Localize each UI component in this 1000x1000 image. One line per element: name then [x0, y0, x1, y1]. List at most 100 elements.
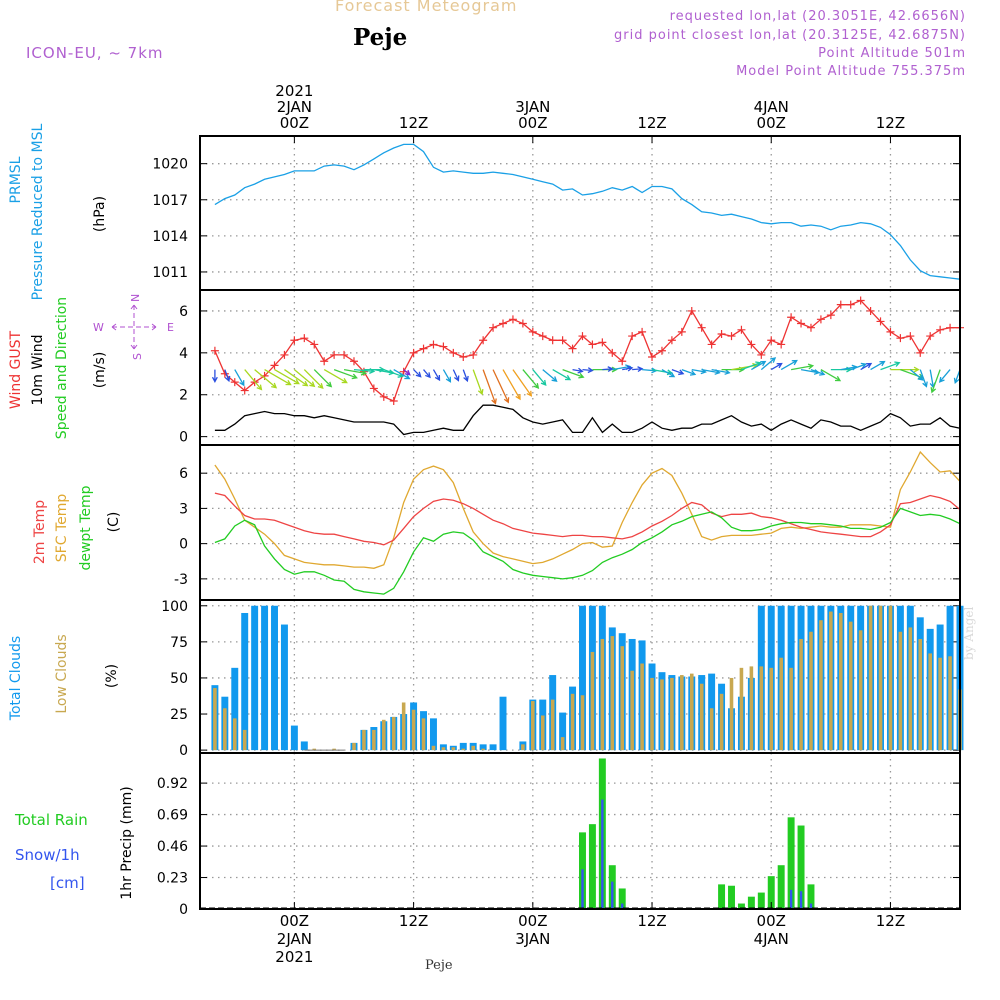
wind-direction-arrow [512, 369, 533, 397]
total-cloud-bar [251, 605, 259, 751]
wind-gust-marker [628, 332, 637, 341]
wind-direction-arrow [760, 357, 777, 371]
rain-bar [787, 817, 795, 909]
low-cloud-bar [213, 688, 217, 751]
bottom-time-label: 00Z [757, 912, 786, 930]
precip-axis-label: 1hr Precip (mm) [119, 786, 135, 899]
low-cloud-bar [670, 677, 674, 751]
wind-direction-arrow [482, 369, 497, 405]
dewpt-label: dewpt Temp [78, 485, 94, 570]
wind-gust-marker [806, 323, 815, 332]
low-cloud-bar [948, 656, 952, 751]
wind-direction-arrow [552, 369, 572, 381]
compass-s: S [131, 353, 144, 360]
low-cloud-bar [391, 716, 396, 751]
wind-gust-marker [588, 340, 597, 349]
rain-bar [777, 865, 785, 909]
y-tick-label: 6 [179, 466, 188, 482]
wind-direction-arrow [880, 361, 901, 371]
rain-bar [757, 892, 765, 909]
wind-direction-arrow [860, 362, 873, 371]
low-cloud-bar [739, 667, 744, 751]
y-tick-label: 0.46 [157, 839, 188, 855]
low-cloud-bar [451, 747, 456, 751]
wind-unit: (m/s) [92, 352, 108, 389]
top-time-label: 12Z [399, 114, 428, 132]
low-cloud-bar [540, 715, 545, 751]
wind-direction-arrow [254, 369, 278, 389]
wind-direction-arrow [890, 366, 920, 373]
wind-gust-marker [290, 336, 299, 345]
snow-bar [789, 889, 793, 909]
low-cloud-bar [829, 611, 833, 751]
low-cloud-bar [709, 708, 714, 751]
y-tick-label: -3 [174, 572, 188, 588]
total-cloud-bar [489, 744, 497, 751]
wind-direction-arrow [909, 369, 924, 381]
y-tick-label: 4 [179, 346, 188, 362]
low-cloud-bar [431, 745, 436, 751]
top-time-label: 3JAN [515, 98, 550, 116]
model-altitude: Model Point Altitude 755.375m [736, 64, 966, 79]
wind-gust-marker [687, 306, 696, 315]
low-cloud-bar [570, 693, 575, 751]
top-time-label: 00Z [757, 114, 786, 132]
wind-direction-arrow [522, 369, 540, 390]
wind-direction-arrow [413, 369, 422, 378]
y-tick-label: 1017 [152, 193, 188, 209]
panel-frame [199, 752, 961, 910]
wind-gust-marker [648, 353, 657, 362]
total-cloud-bar [290, 725, 298, 751]
wind-direction-arrow [632, 366, 644, 373]
gridpoint-coords: grid point closest lon,lat (20.3125E, 42… [614, 28, 966, 43]
wind-gust-marker [320, 357, 329, 366]
low-cloud-bar [660, 679, 664, 751]
bottom-time-label: 00Z [280, 912, 309, 930]
wind-direction-arrow [264, 369, 292, 386]
wind-direction-arrow [234, 369, 245, 387]
bottom-time-label: 2JAN [277, 930, 312, 948]
y-tick-label: 0.69 [157, 808, 188, 824]
wind-direction-arrow [293, 369, 316, 388]
snow-bar [601, 799, 604, 909]
wind-direction-arrow [562, 368, 585, 379]
wind-gust-marker [836, 300, 845, 309]
wind-gust-marker [767, 336, 776, 345]
low-cloud-bar [401, 702, 406, 751]
wind-gust-marker [936, 325, 945, 334]
total-cloud-bar [261, 605, 269, 751]
wind-direction-arrow [681, 368, 697, 376]
wind-gust-marker [469, 350, 478, 359]
low-cloud-bar [680, 675, 684, 751]
wind-gust-marker [707, 340, 716, 349]
low-cloud-bar [858, 630, 863, 751]
y-tick-label: 1011 [152, 265, 188, 281]
pressure-line [214, 143, 961, 280]
snow-label: Snow/1h [15, 846, 80, 864]
y-tick-label: 3 [179, 501, 188, 517]
wind-direction-arrow [502, 369, 521, 401]
wind-direction-arrow [671, 368, 685, 376]
wind-direction-arrow [582, 367, 594, 374]
total-clouds-label: Total Clouds [8, 636, 24, 721]
low-cloud-bar [868, 605, 873, 751]
wind-gust-marker [886, 327, 895, 336]
low-cloud-bar [848, 621, 853, 751]
panel-frame [199, 289, 961, 446]
wind-direction-arrow [323, 369, 348, 384]
wind-gust-marker [518, 319, 527, 328]
wind-gust-marker [757, 350, 766, 359]
wind-direction-arrow [850, 362, 868, 371]
wind-gust-marker [677, 327, 686, 336]
t2m-label: 2m Temp [32, 500, 48, 564]
compass-w: W [93, 321, 104, 334]
wind-gust-marker [439, 342, 448, 351]
wind-gust-marker [528, 327, 537, 336]
low-cloud-bar [809, 631, 813, 751]
total-cloud-bar [479, 744, 487, 751]
wind-direction-arrow [432, 369, 441, 382]
total-cloud-bar [271, 605, 278, 751]
rain-bar [618, 888, 626, 909]
low-cloud-bar [789, 667, 793, 751]
low-cloud-bar [590, 651, 595, 751]
